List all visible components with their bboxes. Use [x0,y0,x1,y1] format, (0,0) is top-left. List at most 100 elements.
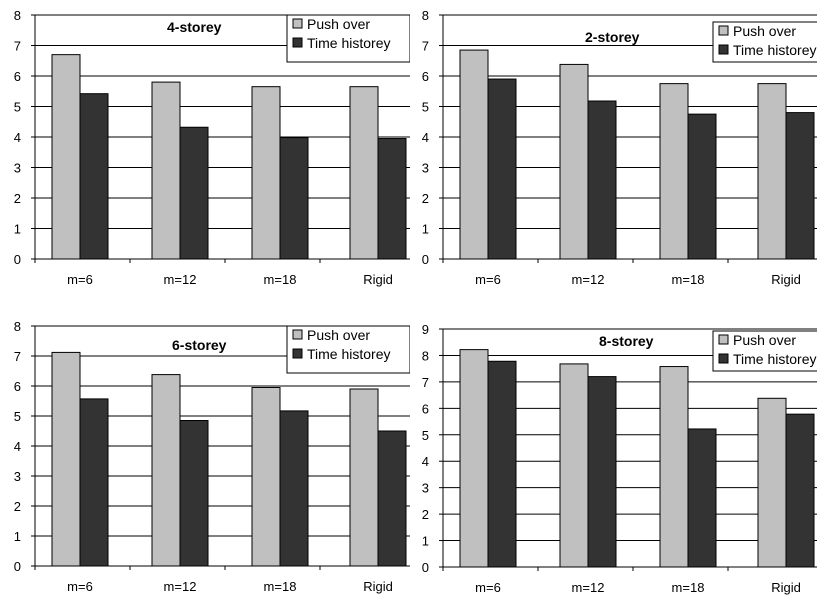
y-tick-label: 5 [14,409,21,424]
legend-swatch [718,25,729,36]
y-tick-label: 4 [14,439,21,454]
y-tick-label: 1 [14,529,21,544]
legend-swatch [292,348,303,359]
y-tick-label: 6 [14,69,21,84]
legend-label: Push over [307,16,370,32]
legend-box [712,21,817,63]
bar-time-historey [79,398,109,567]
bar-time-historey [785,413,815,568]
bar-time-historey [179,126,209,260]
y-tick-label: 9 [422,322,429,337]
bar-time-historey [687,113,717,260]
bar-push-over [349,388,379,567]
x-tick-label: Rigid [363,579,393,594]
bar-push-over [757,83,787,260]
chart-svg: 0 1 2 3 4 5 6 7 8 m=6 m=12 m=18 Rigid 2-storey Push ov… [422,8,817,287]
bar-time-historey [487,78,517,260]
y-tick-label: 7 [14,349,21,364]
bar-time-historey [785,112,815,260]
bar-push-over [659,83,689,260]
legend-label: Push over [733,23,796,39]
legend-box [712,330,817,372]
y-tick-label: 0 [14,252,21,267]
bar-push-over [151,374,181,567]
x-tick-label: m=18 [264,579,297,594]
chart-8-storey: 0 1 2 3 4 5 6 7 8 9 m=6 m=12 m=18 Rigid 8-storey Push o… [413,310,817,598]
chart-svg: 0 1 2 3 4 5 6 7 8 m=6 m=12 m=18 Rigid 4-storey Push ov… [14,8,410,287]
y-tick-label: 7 [422,39,429,54]
bar-time-historey [687,428,717,568]
bar-push-over [251,387,281,567]
legend-swatch [292,18,303,29]
bar-push-over [349,86,379,260]
y-tick-label: 4 [14,130,21,145]
chart-title: 2-storey [585,29,640,45]
y-tick-label: 8 [422,8,429,23]
bar-time-historey [279,410,309,567]
chart-6-storey: 0 1 2 3 4 5 6 7 8 m=6 m=12 m=18 Rigid 6-storey Push ov… [0,310,410,598]
y-tick-label: 4 [422,130,429,145]
x-tick-label: m=6 [475,580,501,595]
legend-label: Time historey [307,346,391,362]
chart-title: 6-storey [172,337,227,353]
legend-swatch [718,44,729,55]
y-tick-label: 7 [422,375,429,390]
legend-label: Push over [307,327,370,343]
x-tick-label: m=12 [164,579,197,594]
legend-swatch [718,334,729,345]
x-tick-label: m=18 [672,272,705,287]
bar-time-historey [279,137,309,260]
bar-push-over [559,63,589,260]
y-tick-label: 5 [422,428,429,443]
y-tick-label: 5 [422,100,429,115]
bar-push-over [757,397,787,568]
y-tick-label: 1 [422,534,429,549]
bar-push-over [559,363,589,568]
x-tick-label: m=12 [572,580,605,595]
chart-svg: 0 1 2 3 4 5 6 7 8 m=6 m=12 m=18 Rigid 6-storey Push ov… [14,319,410,594]
y-tick-label: 5 [14,100,21,115]
legend-swatch [718,353,729,364]
legend-label: Push over [733,332,796,348]
legend-label: Time historey [733,351,817,367]
legend-swatch [292,329,303,340]
y-tick-label: 2 [14,191,21,206]
bar-push-over [659,366,689,568]
bar-push-over [459,349,489,568]
y-tick-label: 3 [14,161,21,176]
y-tick-label: 1 [14,222,21,237]
bar-time-historey [377,138,407,260]
legend-label: Time historey [307,35,391,51]
x-tick-label: Rigid [771,272,801,287]
bar-push-over [459,49,489,260]
y-tick-label: 1 [422,222,429,237]
y-tick-label: 4 [422,454,429,469]
x-tick-label: m=6 [67,272,93,287]
y-tick-label: 8 [14,319,21,334]
bar-time-historey [587,376,617,568]
bar-time-historey [79,93,109,260]
y-tick-label: 6 [422,401,429,416]
y-tick-label: 3 [14,469,21,484]
x-tick-label: m=18 [672,580,705,595]
x-tick-label: m=6 [475,272,501,287]
x-tick-label: Rigid [771,580,801,595]
legend-label: Time historey [733,42,817,58]
bar-time-historey [179,420,209,567]
y-tick-label: 6 [14,379,21,394]
bar-push-over [251,86,281,260]
legend-box [286,325,410,374]
chart-svg: 0 1 2 3 4 5 6 7 8 9 m=6 m=12 m=18 Rigid 8-storey Push o… [422,322,817,595]
y-tick-label: 2 [14,499,21,514]
y-tick-label: 0 [422,560,429,575]
chart-title: 8-storey [599,333,654,349]
chart-4-storey: 0 1 2 3 4 5 6 7 8 m=6 m=12 m=18 Rigid 4-storey Push ov… [0,0,410,299]
y-tick-label: 2 [422,507,429,522]
y-tick-label: 3 [422,161,429,176]
x-tick-label: Rigid [363,272,393,287]
x-tick-label: m=18 [264,272,297,287]
bar-time-historey [587,100,617,260]
bar-push-over [51,54,81,260]
legend-box [286,14,410,63]
x-tick-label: m=12 [164,272,197,287]
